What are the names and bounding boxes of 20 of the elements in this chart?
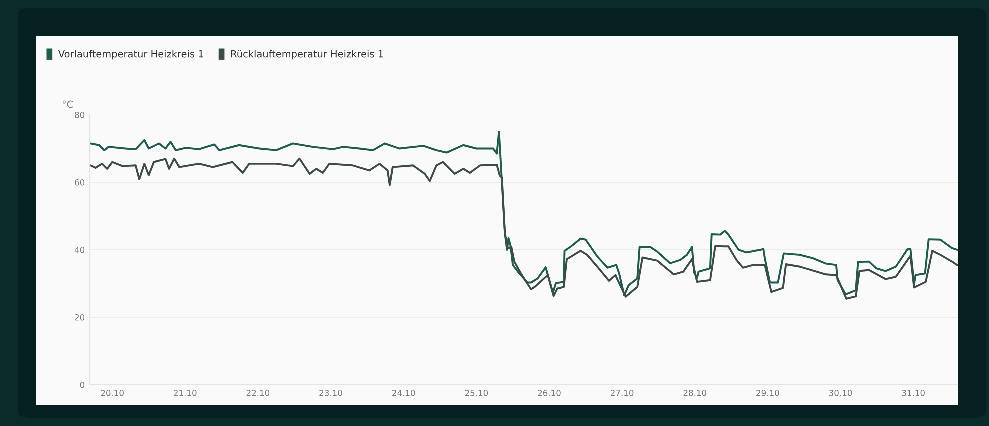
x-tick-label: 31.10: [902, 390, 925, 396]
x-tick-label: 21.10: [174, 390, 197, 396]
x-tick-label: 30.10: [829, 390, 852, 396]
y-tick-label: 20: [75, 314, 85, 321]
x-tick-label: 25.10: [465, 390, 488, 396]
x-tick-label: 20.10: [101, 390, 124, 396]
x-tick-label: 23.10: [320, 390, 342, 396]
x-tick-label: 29.10: [756, 390, 780, 396]
legend-label: Vorlauftemperatur Heizkreis 1: [58, 50, 204, 60]
x-tick-label: 26.10: [538, 390, 561, 396]
y-tick-label: 0: [80, 382, 85, 388]
legend-label: Rücklauftemperatur Heizkreis 1: [231, 50, 384, 60]
y-tick-label: 60: [75, 179, 85, 186]
x-tick-label: 28.10: [684, 390, 707, 396]
y-tick-label: 80: [75, 112, 85, 118]
x-tick-label: 22.10: [246, 390, 270, 396]
x-tick-label: 27.10: [610, 390, 634, 396]
y-axis-title: °C: [62, 100, 74, 108]
x-tick-label: 24.10: [392, 390, 416, 396]
y-tick-label: 40: [74, 246, 85, 254]
